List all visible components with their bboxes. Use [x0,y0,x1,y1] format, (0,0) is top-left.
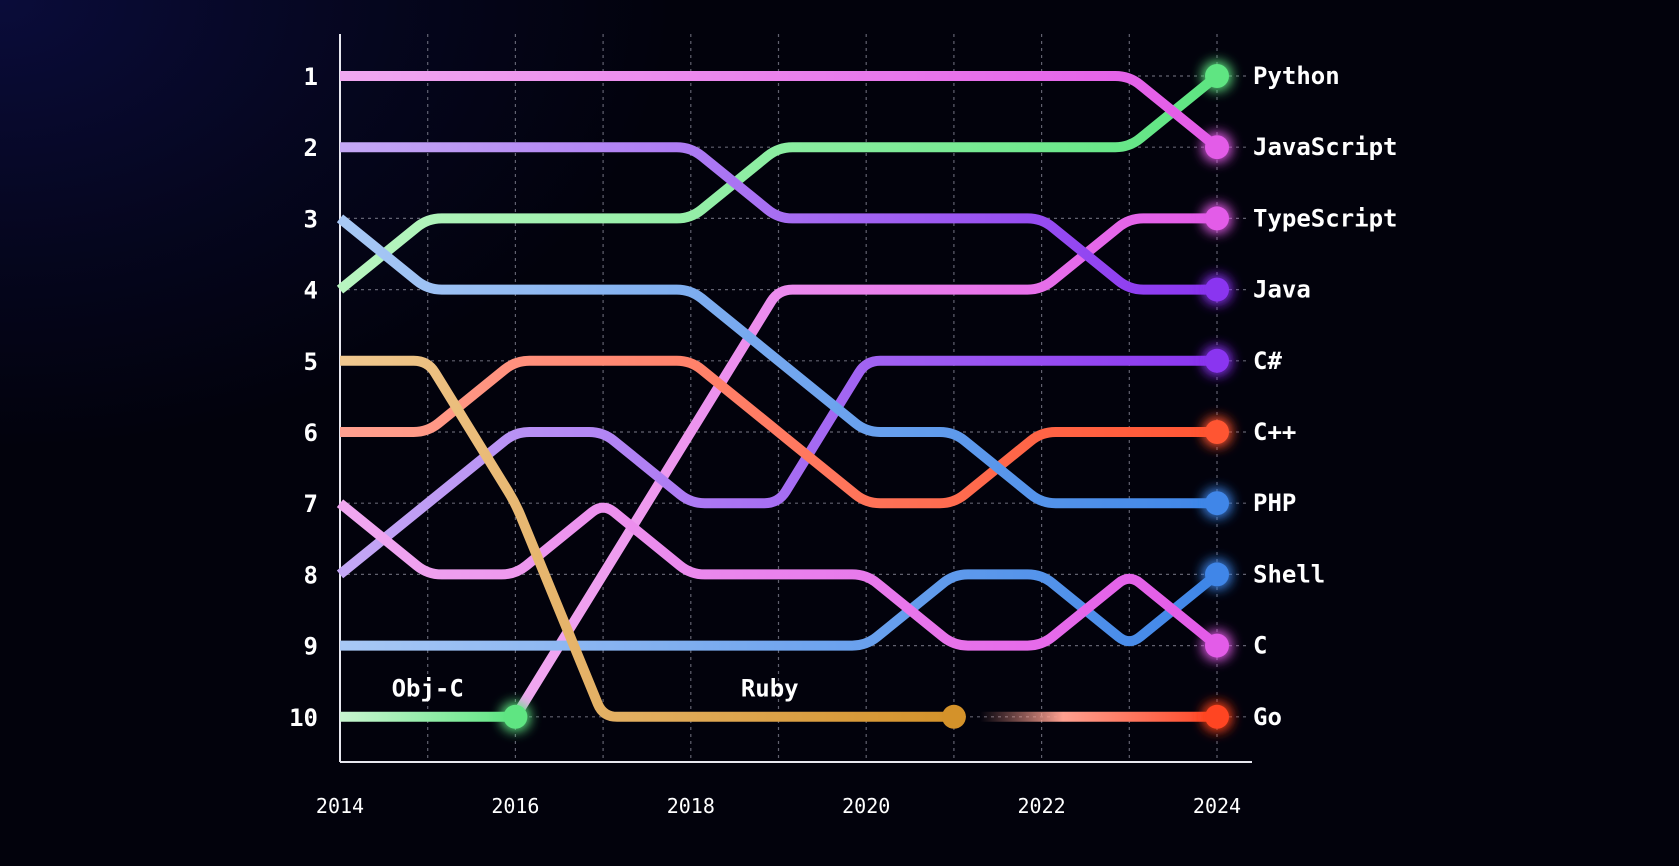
y-tick-label: 9 [304,633,318,661]
series-line-shell [340,569,1221,651]
x-tick-label: 2014 [316,794,364,818]
y-tick-label: 3 [304,205,318,233]
series-marker-go [1205,704,1229,729]
y-tick-label: 10 [289,704,318,732]
annotation-ruby: Ruby [741,674,799,702]
series-marker-typescript [1205,206,1229,231]
series-line-c [336,499,1221,651]
series-marker-ruby [941,704,966,729]
series-marker-javascript [1205,135,1229,160]
series-marker-shell [1205,562,1229,587]
series-marker-python [1205,64,1229,88]
y-tick-label: 4 [304,277,318,305]
y-tick-label: 2 [304,134,318,162]
series-line-javascript [340,71,1221,152]
x-tick-label: 2018 [667,794,715,818]
series-line-cpp [340,355,1217,509]
series-marker-cpp [1205,420,1229,444]
x-tick-label: 2024 [1193,794,1241,818]
series-label-javascript: JavaScript [1253,133,1398,161]
series-line-java [340,142,1217,295]
series-label-python: Python [1253,62,1340,90]
series-line-typescript [511,213,1217,720]
y-tick-label: 1 [304,63,318,91]
series-label-c: C [1253,632,1267,660]
series-label-go: Go [1253,703,1282,731]
annotation-obj-c: Obj-C [392,674,464,702]
x-tick-label: 2022 [1018,794,1066,818]
series-marker-c [1205,633,1229,658]
series-line-ruby [340,355,954,722]
series-marker-java [1205,277,1229,302]
series-marker-csharp [1205,348,1229,373]
x-tick-label: 2016 [491,794,539,818]
series-label-typescript: TypeScript [1253,204,1398,232]
series-line-python [336,72,1221,294]
y-tick-label: 6 [304,419,318,447]
x-tick-label: 2020 [842,794,890,818]
series-label-php: PHP [1253,489,1296,517]
series-line-php [336,214,1217,509]
y-tick-label: 8 [304,561,318,589]
label-layer: Python JavaScript TypeScript Java C# C++ PHP Sh… [392,62,1398,731]
series-label-cpp: C++ [1253,418,1296,446]
series-label-shell: Shell [1253,560,1325,588]
series-label-csharp: C# [1253,347,1282,375]
series-line-csharp [336,355,1217,579]
series-marker-obj-c [503,704,528,729]
marker-layer [503,64,1229,729]
series-layer [336,71,1221,722]
series-label-java: Java [1253,276,1311,304]
axis-layer: 1 2 3 4 5 6 7 8 9 10 2014 2016 2018 2020 2022 2024 [289,34,1252,818]
series-marker-php [1205,491,1229,516]
y-tick-label: 7 [304,490,318,518]
y-tick-label: 5 [304,348,318,376]
